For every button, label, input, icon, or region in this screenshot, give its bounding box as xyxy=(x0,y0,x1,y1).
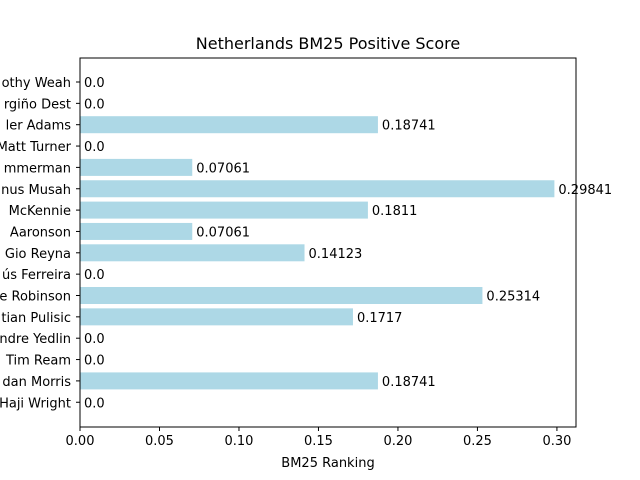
y-tick-label: Haji Wright xyxy=(0,396,71,411)
y-tick-label: ndre Yedlin xyxy=(0,332,71,347)
bar xyxy=(80,116,378,134)
x-tick-label: 0.10 xyxy=(224,434,253,449)
y-tick-label: ler Adams xyxy=(6,119,72,134)
value-labels-group: 0.0 0.0 0.18741 0.0 0.07061 0.29841 0.1811 0.07… xyxy=(84,76,612,411)
y-tick-label: tian Pulisic xyxy=(1,311,71,326)
y-tick-label: Matt Turner xyxy=(0,140,72,155)
bar xyxy=(80,201,368,219)
x-tick-label: 0.20 xyxy=(383,434,412,449)
x-tick-label: 0.15 xyxy=(304,434,333,449)
bar-value-label: 0.0 xyxy=(84,140,105,155)
x-tick-label: 0.25 xyxy=(463,434,492,449)
y-tick-label: mmerman xyxy=(4,161,71,176)
bar-value-label: 0.1717 xyxy=(357,311,403,326)
y-tick-label: e Robinson xyxy=(0,290,71,305)
bar xyxy=(80,244,305,262)
y-tick-label: Tim Ream xyxy=(5,354,71,369)
x-tick-label: 0.30 xyxy=(542,434,571,449)
bar-value-label: 0.1811 xyxy=(372,204,418,219)
y-tick-label: othy Weah xyxy=(2,76,71,91)
bar xyxy=(80,180,555,198)
bar-value-label: 0.0 xyxy=(84,97,105,112)
x-tick-label: 0.05 xyxy=(145,434,174,449)
plot-frame xyxy=(79,57,577,428)
chart-title: Netherlands BM25 Positive Score xyxy=(196,34,460,53)
bar-value-label: 0.0 xyxy=(84,76,105,91)
y-tick-label: Gio Reyna xyxy=(5,247,71,262)
x-axis-label: BM25 Ranking xyxy=(281,456,374,471)
bar-value-label: 0.29841 xyxy=(558,183,612,198)
bars-group xyxy=(80,116,555,390)
bar-value-label: 0.14123 xyxy=(309,247,363,262)
bar xyxy=(80,222,193,240)
y-tick-label: nus Musah xyxy=(1,183,71,198)
bar-value-label: 0.18741 xyxy=(382,119,436,134)
bar xyxy=(80,158,193,176)
bar-value-label: 0.18741 xyxy=(382,375,436,390)
bar xyxy=(80,287,483,304)
y-tick-label: Aaronson xyxy=(10,225,71,240)
bar xyxy=(80,308,353,326)
bar-value-label: 0.0 xyxy=(84,396,105,411)
bar-value-label: 0.0 xyxy=(84,268,105,283)
bar-value-label: 0.25314 xyxy=(486,290,540,305)
x-tick-label: 0.00 xyxy=(66,434,95,449)
bar-value-label: 0.0 xyxy=(84,354,105,369)
bar-value-label: 0.07061 xyxy=(196,161,250,176)
y-tick-label: McKennie xyxy=(9,204,71,219)
bar-value-label: 0.07061 xyxy=(196,225,250,240)
y-tick-label: rgiño Dest xyxy=(4,97,71,112)
bar-value-label: 0.0 xyxy=(84,332,105,347)
y-tick-label: ús Ferreira xyxy=(2,268,71,283)
y-tick-labels-group: othy Weah rgiño Dest ler Adams Matt Turner m… xyxy=(0,76,80,411)
y-tick-label: dan Morris xyxy=(2,375,71,390)
x-axis-ticks-group: 0.00 0.05 0.10 0.15 0.20 0.25 0.30 xyxy=(66,427,571,449)
bar xyxy=(80,372,378,390)
